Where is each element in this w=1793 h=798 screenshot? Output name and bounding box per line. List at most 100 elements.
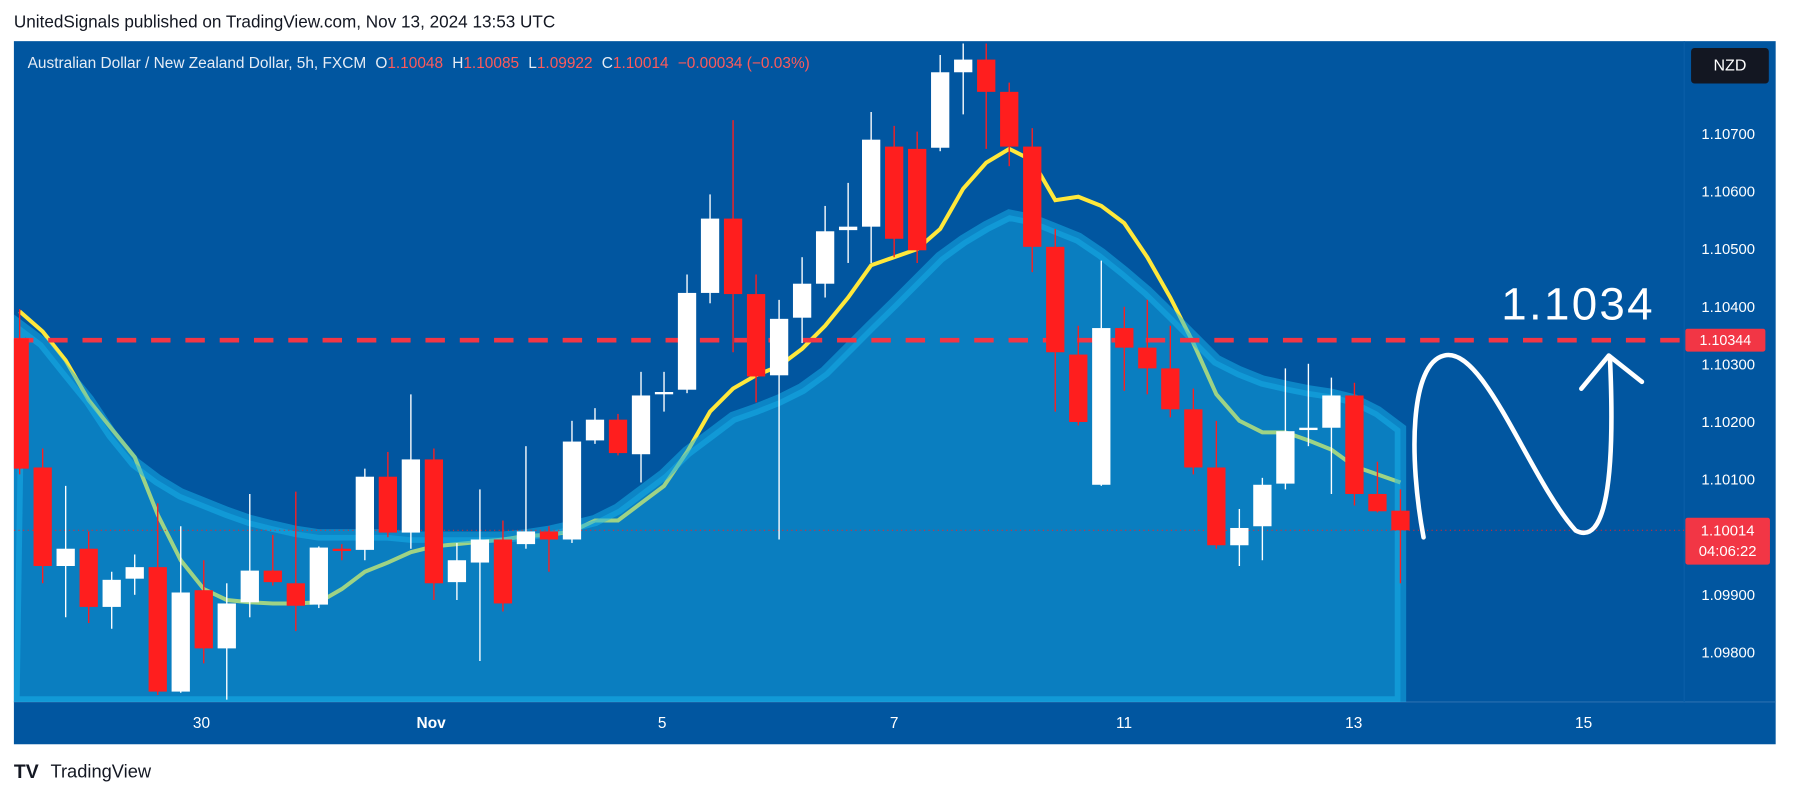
y-tick-label: 1.10300: [1701, 357, 1755, 373]
y-tick-label: 1.10700: [1701, 127, 1755, 143]
plot: [13, 43, 1685, 702]
candle-body: [1299, 427, 1318, 431]
candle-body: [263, 570, 282, 583]
ohlc-label: L: [528, 55, 537, 72]
y-tick-label: 1.10100: [1701, 473, 1755, 489]
ohlc-value: 1.10085: [463, 55, 519, 72]
x-tick-label: Nov: [417, 715, 447, 732]
candle-body: [1276, 431, 1295, 484]
candle-body: [885, 146, 904, 239]
candle-body: [908, 148, 927, 251]
candle-body: [424, 459, 444, 584]
candle-body: [977, 59, 996, 92]
candle-body: [1138, 347, 1157, 369]
ohlc-value: 1.10014: [613, 55, 669, 72]
publish-line: UnitedSignals published on TradingView.c…: [14, 11, 555, 31]
y-tick-label: 1.09800: [1701, 645, 1755, 661]
candle-body: [1069, 354, 1088, 422]
y-tick-label: 1.10200: [1701, 415, 1755, 431]
currency-badge: [1691, 48, 1769, 84]
candle-body: [171, 592, 190, 692]
candle-body: [447, 560, 467, 583]
candle-body: [309, 547, 328, 605]
candle-body: [723, 218, 743, 295]
y-tick-label: 1.09900: [1701, 588, 1755, 604]
candle-body: [1023, 146, 1042, 247]
last-price-box: [1685, 517, 1770, 565]
candle-body: [1046, 246, 1065, 353]
legend: Australian Dollar / New Zealand Dollar, …: [28, 55, 810, 72]
candle-body: [954, 59, 973, 73]
candle-body: [33, 467, 52, 567]
candle-body: [539, 531, 559, 540]
candle-body: [56, 548, 75, 567]
brand: TradingView: [50, 761, 151, 782]
candle-body: [194, 590, 213, 649]
candle-body: [470, 539, 490, 563]
candle-body: [1092, 328, 1111, 485]
candle-body: [1115, 328, 1134, 348]
level-label: 1.10344: [1700, 333, 1752, 349]
candle-body: [677, 292, 697, 390]
hand-drawn-path: [1412, 352, 1614, 540]
candle-body: [1207, 467, 1226, 546]
candle-body: [585, 419, 605, 441]
candle-body: [102, 579, 121, 607]
candle-body: [493, 539, 513, 604]
x-tick-label: 13: [1345, 715, 1362, 732]
candle-body: [1184, 409, 1203, 468]
ohlc-label: O: [375, 55, 387, 72]
ohlc-label: H: [452, 55, 463, 72]
candle-body: [1368, 493, 1387, 512]
candle-body: [1230, 527, 1249, 546]
candle-body: [1000, 91, 1019, 147]
x-tick-label: 5: [658, 715, 667, 732]
candle-body: [700, 218, 720, 293]
candle-body: [1391, 510, 1410, 531]
candle-body: [1253, 484, 1272, 527]
candle-body: [769, 318, 789, 376]
candle-body: [654, 392, 674, 395]
candle-body: [862, 139, 881, 227]
x-tick-label: 30: [193, 715, 210, 732]
candle-body: [516, 531, 536, 545]
logo-mark: TV: [14, 761, 39, 783]
candle-body: [286, 583, 305, 606]
level-label-box: [1685, 328, 1766, 352]
currency-label: NZD: [1713, 58, 1746, 75]
candle-body: [838, 226, 858, 231]
ohlc-value: 1.10048: [387, 55, 443, 72]
candle-body: [931, 72, 950, 148]
ohlc-label: C: [602, 55, 613, 72]
candle-body: [1161, 368, 1180, 410]
hand-drawn-arrowhead: [1579, 353, 1645, 391]
candle-body: [378, 476, 398, 533]
candle-body: [355, 476, 374, 550]
countdown: 04:06:22: [1699, 544, 1757, 560]
candle-body: [13, 338, 29, 469]
candle-body: [148, 567, 167, 692]
annotation: 1.1034: [1501, 279, 1655, 330]
candle-body: [792, 283, 812, 318]
y-tick-label: 1.10500: [1701, 242, 1755, 258]
candle-body: [79, 548, 98, 607]
candle-body: [608, 419, 628, 454]
candle-body: [1345, 395, 1364, 494]
candle-body: [631, 395, 651, 455]
change: −0.00034 (−0.03%): [678, 55, 810, 72]
x-tick-label: 15: [1575, 715, 1592, 732]
candle-body: [332, 548, 351, 552]
candle-body: [401, 459, 421, 533]
symbol: Australian Dollar / New Zealand Dollar, …: [28, 55, 367, 72]
candle-body: [125, 567, 144, 579]
ohlc-value: 1.09922: [537, 55, 593, 72]
candle-body: [1322, 395, 1341, 428]
last-price-label: 1.10014: [1701, 523, 1755, 539]
x-tick-label: 7: [890, 715, 899, 732]
candle-body: [562, 441, 582, 540]
y-tick-label: 1.10400: [1701, 300, 1755, 316]
x-tick-label: 11: [1116, 715, 1132, 732]
y-tick-label: 1.10600: [1701, 185, 1755, 201]
